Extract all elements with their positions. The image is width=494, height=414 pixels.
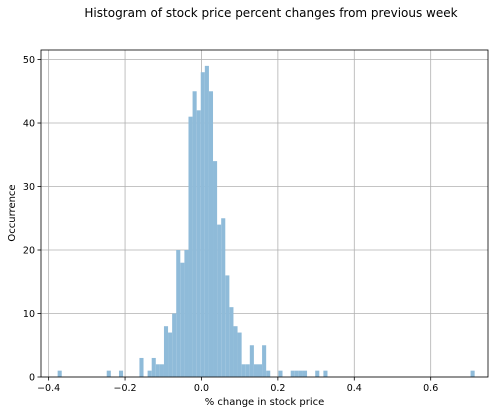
histogram-bar-34 (278, 370, 283, 377)
histogram-bar-27 (241, 364, 246, 377)
histogram-bar-11 (176, 250, 181, 377)
histogram-bar-14 (188, 116, 193, 377)
x-tick-label-5: 0.6 (423, 383, 438, 394)
histogram-bar-6 (155, 364, 160, 377)
histogram-bar-1 (106, 370, 111, 377)
histogram-bar-10 (172, 313, 177, 377)
histogram-bar-24 (229, 307, 234, 377)
histogram-bar-22 (221, 218, 226, 377)
histogram-bar-31 (257, 364, 263, 377)
histogram-bar-33 (266, 370, 271, 377)
histogram-bar-41 (470, 370, 475, 377)
histogram-bar-37 (298, 370, 303, 377)
histogram-bar-36 (294, 370, 299, 377)
histogram-bar-26 (237, 332, 242, 377)
histogram-bar-12 (180, 262, 185, 377)
x-tick-label-1: −0.2 (114, 383, 137, 394)
histogram-bar-30 (253, 364, 258, 377)
plot-frame (40, 49, 489, 378)
histogram-bar-29 (249, 345, 254, 377)
histogram-bar-18 (204, 65, 209, 378)
histogram-bar-35 (290, 370, 295, 377)
histogram-bar-21 (217, 224, 222, 377)
x-axis-label: % change in stock price (205, 397, 325, 408)
histogram-bar-3 (139, 357, 144, 377)
histogram-bar-25 (233, 326, 238, 377)
histogram-bar-0 (57, 370, 62, 377)
histogram-bar-17 (200, 72, 205, 377)
histogram-bar-28 (245, 364, 250, 377)
histogram-bar-38 (302, 370, 308, 377)
histogram-bar-16 (196, 110, 201, 378)
histogram-bar-40 (323, 370, 328, 377)
y-axis-label: Occurrence (7, 184, 18, 241)
histogram-bar-2 (118, 370, 124, 377)
histogram-bar-5 (151, 357, 156, 377)
y-tick-label-3: 30 (23, 182, 35, 193)
y-tick-label-5: 50 (23, 55, 35, 66)
x-tick-label-3: 0.2 (270, 383, 285, 394)
histogram-bar-8 (163, 326, 169, 377)
histogram-bar-4 (147, 370, 152, 377)
y-tick-label-0: 0 (29, 373, 35, 384)
grid-lines (41, 50, 488, 378)
x-tick-label-4: 0.4 (347, 383, 362, 394)
histogram-bar-23 (225, 275, 230, 377)
histogram-bar-13 (184, 250, 189, 377)
y-tick-label-4: 40 (23, 119, 35, 130)
histogram-bar-19 (208, 91, 214, 377)
y-tick-label-1: 10 (23, 309, 35, 320)
histogram-bar-32 (262, 345, 267, 377)
histogram-bar-20 (213, 161, 218, 377)
histogram-bar-9 (168, 332, 173, 377)
x-tick-label-0: −0.4 (37, 383, 60, 394)
histogram-bar-7 (159, 364, 164, 377)
histogram-bar-15 (192, 91, 197, 377)
x-tick-label-2: 0.0 (194, 383, 209, 394)
histogram-bars (57, 65, 475, 378)
axes: −0.4 −0.2 0.0 0.2 0.4 0.6 0 10 20 30 40 50 (23, 49, 489, 394)
y-tick-label-2: 20 (23, 246, 35, 257)
chart-title: Histogram of stock price percent changes… (84, 6, 457, 20)
histogram-bar-39 (315, 370, 320, 377)
